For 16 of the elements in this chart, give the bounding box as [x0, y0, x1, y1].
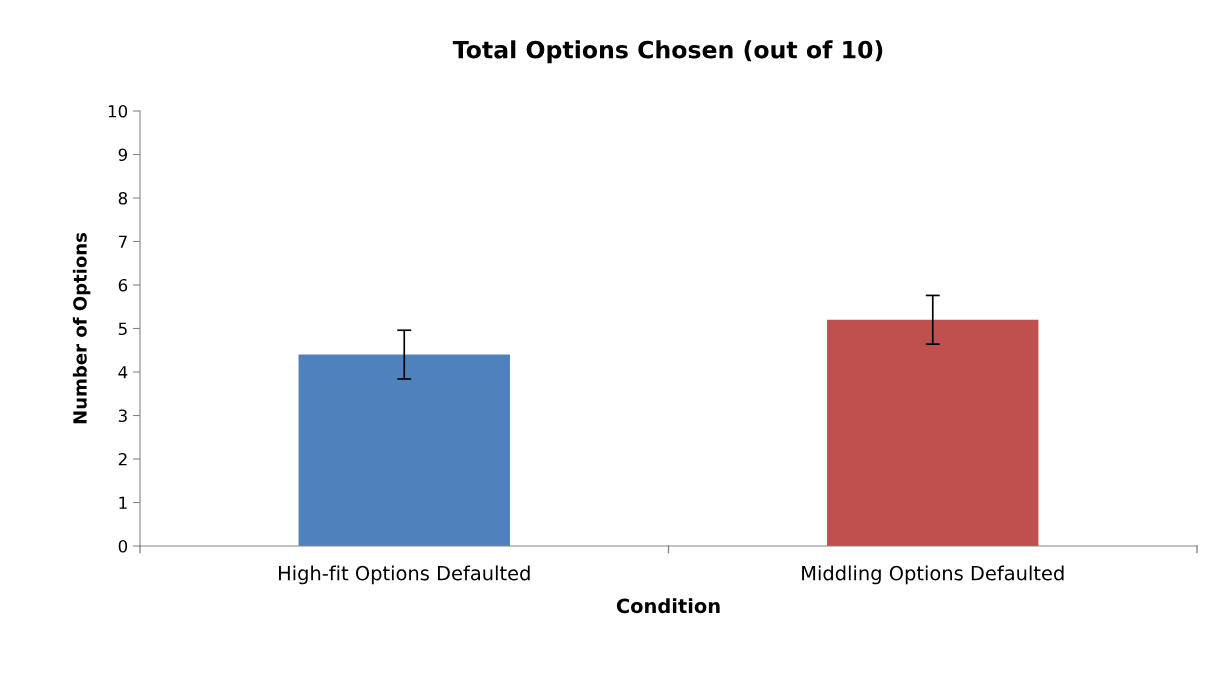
- y-tick-label: 2: [118, 452, 127, 466]
- x-axis-title: Condition: [616, 598, 720, 614]
- y-tick-label: 1: [119, 496, 127, 509]
- y-tick-label: 7: [118, 235, 127, 248]
- x-tick-label: Middling Options Defaulted: [802, 565, 1064, 585]
- y-tick-label: 6: [118, 278, 128, 292]
- y-tick-label: 8: [118, 191, 128, 205]
- y-tick-label: 10: [108, 104, 128, 118]
- x-tick-label: High-fit Options Defaulted: [279, 565, 530, 585]
- y-tick-label: 9: [118, 148, 128, 162]
- chart-title: Total Options Chosen (out of 10): [452, 40, 883, 64]
- y-axis-title: Number of Options: [72, 232, 91, 424]
- y-tick-label: 4: [118, 366, 128, 379]
- y-tick-label: 3: [118, 409, 127, 423]
- y-tick-label: 0: [118, 539, 128, 553]
- y-tick-label: 5: [118, 322, 127, 336]
